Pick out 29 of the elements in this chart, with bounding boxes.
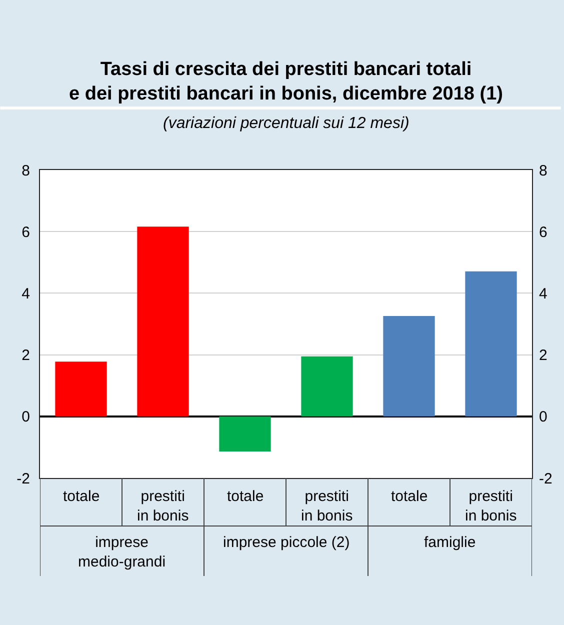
y2-tick-label: 6 bbox=[539, 224, 548, 241]
bar bbox=[55, 362, 107, 416]
y2-tick-label: 4 bbox=[539, 285, 548, 302]
text: imprese medio-grandi bbox=[78, 534, 166, 570]
y-tick-label: 8 bbox=[22, 162, 30, 180]
text: famiglie bbox=[424, 534, 476, 551]
y-tick-label: 0 bbox=[22, 408, 30, 426]
chart-title: Tassi di crescita dei prestiti bancari totali e dei prestiti bancari in bonis, dicembre 2018 (1) bbox=[69, 59, 503, 105]
x-tick-label: totale bbox=[227, 488, 264, 505]
bar bbox=[137, 226, 189, 416]
x-tick-label: prestiti in bonis bbox=[301, 488, 353, 524]
y2-tick-label: 8 bbox=[539, 162, 548, 180]
y2-tick-label: 0 bbox=[539, 408, 548, 426]
x-tick-label: prestiti in bonis bbox=[465, 488, 517, 524]
bar bbox=[383, 316, 435, 416]
y-tick-label: 2 bbox=[22, 347, 30, 364]
chart-subtitle: (variazioni percentuali sui 12 mesi) bbox=[163, 115, 410, 132]
x-tick-label: totale bbox=[63, 488, 100, 505]
x-tick-label: prestiti in bonis bbox=[137, 488, 189, 524]
y2-tick-label: -2 bbox=[539, 470, 552, 488]
bar bbox=[465, 271, 517, 416]
y2-tick-label: 2 bbox=[539, 347, 548, 364]
y-tick-label: 6 bbox=[22, 224, 30, 241]
y-tick-label: 4 bbox=[22, 285, 30, 302]
y-tick-label: -2 bbox=[16, 470, 30, 488]
x-tick-label: totale bbox=[391, 488, 428, 505]
text: imprese piccole (2) bbox=[223, 534, 350, 551]
bar bbox=[219, 416, 271, 452]
bar bbox=[301, 356, 353, 416]
